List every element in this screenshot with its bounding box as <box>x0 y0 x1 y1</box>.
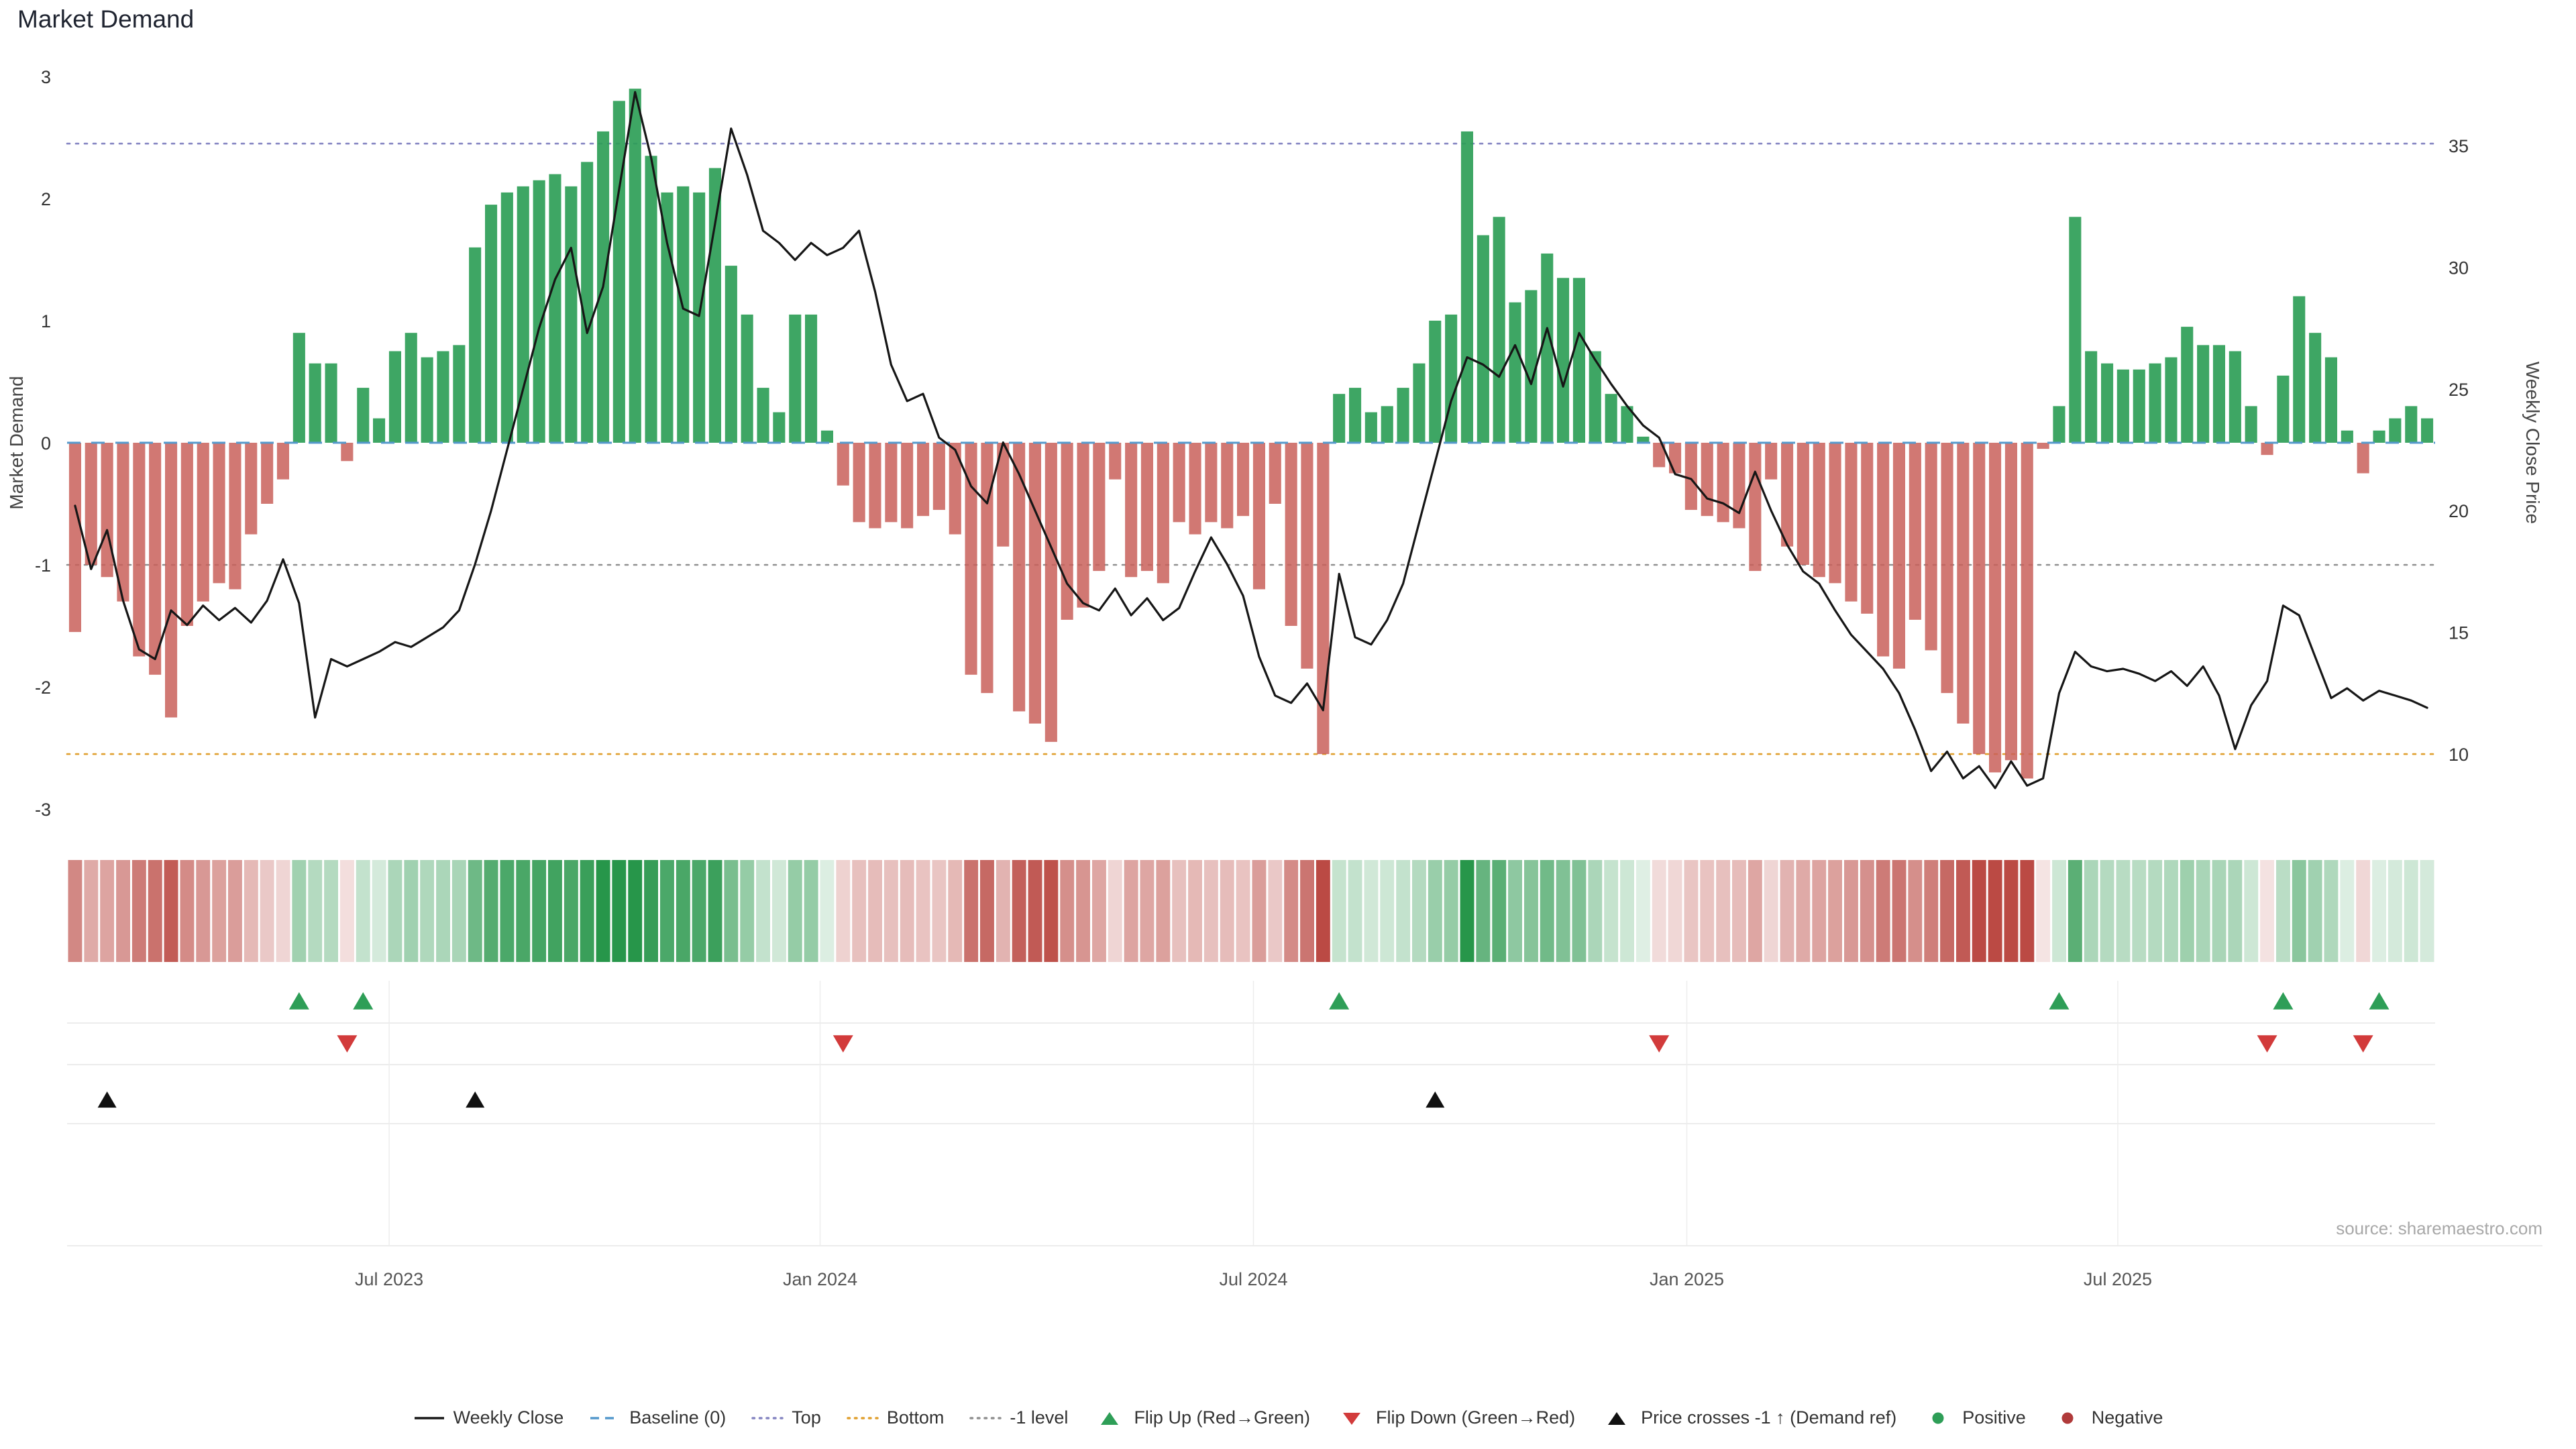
price-crosses-1-demand-ref-legend-item: Price crosses -1 ↑ (Demand ref) <box>1601 1407 1896 1428</box>
svg-text:20: 20 <box>2449 501 2469 521</box>
svg-text:-3: -3 <box>35 800 51 820</box>
baseline-0-legend-label: Baseline (0) <box>629 1407 727 1428</box>
1-level-dotted-line-icon <box>969 1409 1002 1427</box>
flip-down-green-red-triangle-down-icon <box>1336 1409 1368 1427</box>
flip-up-red-green-triangle-up-icon <box>1093 1409 1126 1427</box>
negative-legend-item: Negative <box>2051 1407 2163 1428</box>
left-axis-label: Market Demand <box>6 376 27 509</box>
demand-bars <box>68 89 2434 779</box>
chart-title: Market Demand <box>17 5 195 33</box>
1-level-legend-item: -1 level <box>969 1407 1068 1428</box>
chart-legend: Weekly Close Baseline (0) Top Bottom -1 leve… <box>0 1407 2576 1428</box>
reference-lines <box>66 142 2436 755</box>
top-legend-label: Top <box>792 1407 821 1428</box>
marker-panel-gridlines <box>67 981 2542 1246</box>
flip-down-green-red-legend-label: Flip Down (Green→Red) <box>1376 1407 1576 1428</box>
svg-text:Jul 2025: Jul 2025 <box>2084 1269 2152 1289</box>
svg-text:Weekly Close Price: Weekly Close Price <box>2522 362 2543 524</box>
negative-circle-icon <box>2051 1409 2084 1427</box>
svg-text:-1: -1 <box>35 555 51 576</box>
right-axis-ticks: 35 30 25 20 15 10 <box>2449 136 2469 765</box>
top-legend-item: Top <box>751 1407 821 1428</box>
svg-text:Jan 2024: Jan 2024 <box>783 1269 857 1289</box>
price-crosses-1-demand-ref-legend-label: Price crosses -1 ↑ (Demand ref) <box>1641 1407 1897 1428</box>
svg-text:-2: -2 <box>35 678 51 698</box>
svg-text:Jul 2024: Jul 2024 <box>1219 1269 1287 1289</box>
positive-legend-item: Positive <box>1922 1407 2026 1428</box>
bottom-legend-item: Bottom <box>847 1407 945 1428</box>
svg-text:0: 0 <box>41 433 51 453</box>
flip-down-green-red-legend-item: Flip Down (Green→Red) <box>1336 1407 1575 1428</box>
baseline-0-dashed-line-icon <box>589 1409 621 1427</box>
flip-up-markers <box>288 992 2390 1010</box>
negative-legend-label: Negative <box>2091 1407 2163 1428</box>
svg-text:3: 3 <box>41 67 51 87</box>
svg-text:Market Demand: Market Demand <box>6 376 27 509</box>
weekly-close-legend-item: Weekly Close <box>413 1407 564 1428</box>
svg-text:2: 2 <box>41 189 51 209</box>
left-axis-ticks: 3 2 1 0 -1 -2 -3 <box>35 67 51 820</box>
svg-text:10: 10 <box>2449 745 2469 765</box>
svg-text:15: 15 <box>2449 623 2469 643</box>
price-crosses-1-demand-ref-triangle-up-icon <box>1601 1409 1633 1427</box>
svg-text:Jul 2023: Jul 2023 <box>355 1269 423 1289</box>
flip-up-red-green-legend-label: Flip Up (Red→Green) <box>1134 1407 1311 1428</box>
weekly-close-solid-line-icon <box>413 1409 445 1427</box>
demand-heatmap-strip <box>68 860 2434 962</box>
1-level-legend-label: -1 level <box>1010 1407 1069 1428</box>
baseline-0-legend-item: Baseline (0) <box>589 1407 726 1428</box>
x-axis-ticks: Jul 2023 Jan 2024 Jul 2024 Jan 2025 Jul 2025 <box>355 1269 2152 1289</box>
top-dotted-line-icon <box>751 1409 784 1427</box>
positive-legend-label: Positive <box>1962 1407 2026 1428</box>
weekly-close-legend-label: Weekly Close <box>453 1407 564 1428</box>
right-axis-label: Weekly Close Price <box>2522 362 2543 524</box>
svg-text:Jan 2025: Jan 2025 <box>1650 1269 1724 1289</box>
flip-down-markers <box>337 1035 2373 1053</box>
svg-text:source: sharemaestro.com: source: sharemaestro.com <box>2336 1218 2542 1238</box>
flip-up-red-green-legend-item: Flip Up (Red→Green) <box>1093 1407 1310 1428</box>
svg-text:1: 1 <box>41 311 51 331</box>
svg-text:30: 30 <box>2449 258 2469 278</box>
svg-text:35: 35 <box>2449 136 2469 156</box>
weekly-close-line <box>74 91 2428 790</box>
source-note: source: sharemaestro.com <box>2336 1218 2542 1238</box>
bottom-dotted-line-icon <box>847 1409 879 1427</box>
svg-text:25: 25 <box>2449 380 2469 400</box>
price-cross-markers <box>97 1091 1445 1108</box>
bottom-legend-label: Bottom <box>886 1407 945 1428</box>
positive-circle-icon <box>1922 1409 1954 1427</box>
